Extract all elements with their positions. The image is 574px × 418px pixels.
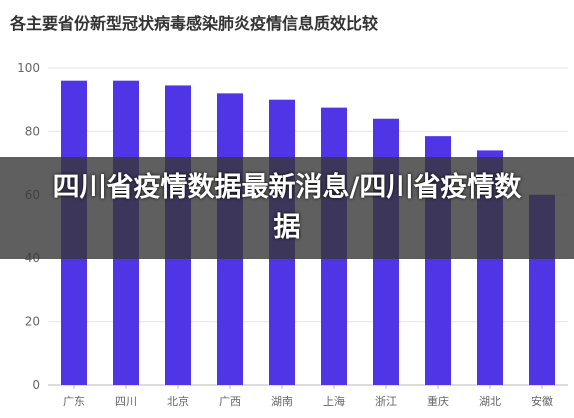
x-tick-label: 四川 xyxy=(115,395,137,408)
overlay-headline: 四川省疫情数据最新消息/四川省疫情数据 xyxy=(52,172,522,243)
x-tick-label: 广东 xyxy=(63,395,85,408)
overlay-banner: 四川省疫情数据最新消息/四川省疫情数据 xyxy=(0,157,574,259)
chart-title: 各主要省份新型冠状病毒感染肺炎疫情信息质效比较 xyxy=(10,14,379,33)
y-tick-label: 0 xyxy=(32,378,40,392)
y-tick-label: 100 xyxy=(17,61,40,75)
x-tick-label: 安徽 xyxy=(531,394,553,408)
y-tick-label: 20 xyxy=(25,315,40,329)
x-tick-label: 浙江 xyxy=(375,395,397,408)
x-tick-label: 北京 xyxy=(167,394,189,408)
x-tick-label: 重庆 xyxy=(427,394,449,408)
x-tick-label: 广西 xyxy=(219,395,241,408)
x-tick-label: 上海 xyxy=(323,394,345,408)
x-tick-label: 湖南 xyxy=(271,395,293,408)
x-tick-label: 湖北 xyxy=(479,395,501,408)
y-tick-label: 80 xyxy=(25,124,40,138)
